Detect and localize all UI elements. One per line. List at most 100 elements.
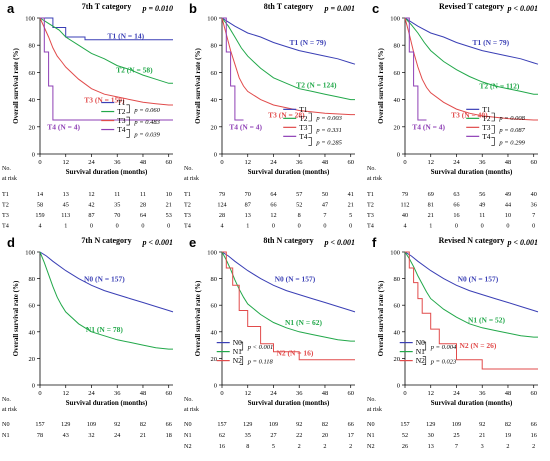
y-tick-label: 20 bbox=[29, 124, 36, 131]
risk-value: 109 bbox=[269, 421, 278, 428]
x-tick-label: 24 bbox=[453, 390, 460, 397]
risk-value: 8 bbox=[246, 443, 249, 450]
pairwise-p-value: p = 0.118 bbox=[247, 359, 274, 366]
risk-value: 21 bbox=[479, 432, 485, 439]
series-label-n1: N1 (N = 78) bbox=[86, 325, 123, 334]
series-line-t1 bbox=[40, 17, 173, 41]
x-tick-label: 48 bbox=[322, 390, 329, 397]
risk-value: 28 bbox=[219, 212, 225, 219]
pairwise-p-value: p = 0.285 bbox=[315, 139, 342, 146]
x-tick-label: 48 bbox=[505, 390, 512, 397]
risk-row-label: T2 bbox=[184, 202, 191, 209]
x-tick-label: 36 bbox=[114, 159, 121, 166]
panel-letter: a bbox=[7, 1, 15, 16]
series-line-n1 bbox=[221, 251, 355, 342]
risk-value: 129 bbox=[243, 421, 252, 428]
panel-letter: b bbox=[189, 1, 197, 16]
series-line-n1 bbox=[39, 251, 173, 350]
y-axis-label: Overall survival rate (%) bbox=[194, 280, 202, 356]
y-tick-label: 0 bbox=[32, 383, 35, 390]
risk-value: 45 bbox=[63, 202, 69, 209]
p-value: p < 0.001 bbox=[506, 4, 538, 13]
series-label-t2: T2 (N = 58) bbox=[116, 65, 153, 74]
legend-label: T2 bbox=[299, 114, 308, 123]
x-tick-label: 0 bbox=[220, 390, 223, 397]
y-tick-label: 100 bbox=[25, 16, 35, 23]
risk-value: 5 bbox=[349, 212, 352, 219]
risk-value: 35 bbox=[245, 432, 251, 439]
risk-header: at risk bbox=[367, 176, 382, 182]
comparison-bracket bbox=[126, 104, 130, 114]
x-tick-label: 0 bbox=[403, 159, 406, 166]
series-line-n0 bbox=[404, 251, 539, 313]
x-axis-label: Survival duration (months) bbox=[66, 168, 148, 176]
risk-value: 157 bbox=[400, 421, 409, 428]
p-value: p < 0.001 bbox=[323, 238, 355, 247]
risk-row-label: T4 bbox=[2, 223, 9, 230]
risk-value: 43 bbox=[63, 432, 69, 439]
risk-value: 4 bbox=[403, 223, 406, 230]
risk-value: 17 bbox=[348, 432, 354, 439]
risk-value: 30 bbox=[428, 432, 434, 439]
series-line-t1 bbox=[221, 17, 356, 65]
risk-value: 64 bbox=[140, 212, 146, 219]
comparison-bracket bbox=[308, 112, 312, 122]
y-tick-label: 100 bbox=[390, 250, 400, 257]
risk-value: 18 bbox=[166, 432, 172, 439]
p-value: p = 0.010 bbox=[141, 4, 173, 13]
comparison-bracket bbox=[239, 356, 244, 366]
x-tick-label: 36 bbox=[479, 159, 486, 166]
risk-value: 0 bbox=[167, 223, 170, 230]
risk-value: 0 bbox=[349, 223, 352, 230]
risk-value: 4 bbox=[220, 223, 223, 230]
comparison-bracket bbox=[491, 137, 495, 146]
x-tick-label: 24 bbox=[88, 390, 95, 397]
p-value: p < 0.001 bbox=[506, 238, 538, 247]
series-label-t2: T2 (N = 112) bbox=[479, 82, 519, 91]
pairwise-p-value: p = 0.483 bbox=[133, 119, 160, 126]
risk-value: 24 bbox=[114, 432, 120, 439]
risk-value: 92 bbox=[296, 421, 302, 428]
x-tick-label: 0 bbox=[220, 159, 223, 166]
risk-value: 157 bbox=[217, 421, 226, 428]
y-tick-label: 80 bbox=[394, 276, 401, 283]
risk-row-label: T4 bbox=[184, 223, 191, 230]
risk-value: 49 bbox=[505, 191, 511, 198]
risk-row-label: T3 bbox=[184, 212, 191, 219]
series-line-t1 bbox=[404, 17, 539, 65]
risk-value: 28 bbox=[140, 202, 146, 209]
legend-label: T4 bbox=[482, 132, 491, 141]
y-tick-label: 0 bbox=[397, 383, 400, 390]
x-tick-label: 12 bbox=[244, 390, 251, 397]
series-label-t1: T1 (N = 14) bbox=[108, 31, 145, 40]
risk-row-label: N0 bbox=[367, 421, 375, 428]
legend-label: N2 bbox=[416, 356, 425, 365]
risk-value: 21 bbox=[428, 212, 434, 219]
series-line-t3 bbox=[39, 17, 173, 106]
risk-value: 62 bbox=[219, 432, 225, 439]
risk-value: 109 bbox=[87, 421, 96, 428]
risk-header: No. bbox=[2, 397, 11, 403]
risk-value: 129 bbox=[426, 421, 435, 428]
y-tick-label: 100 bbox=[207, 250, 217, 257]
risk-row-label: N2 bbox=[184, 443, 192, 450]
series-label-n0: N0 (N = 157) bbox=[458, 274, 499, 283]
y-tick-label: 40 bbox=[211, 97, 218, 104]
risk-header: No. bbox=[184, 397, 193, 403]
y-axis-label: Overall survival rate (%) bbox=[194, 48, 202, 124]
y-tick-label: 0 bbox=[32, 152, 35, 159]
risk-value: 57 bbox=[296, 191, 302, 198]
series-label-t3: T3 (N = 40) bbox=[451, 110, 488, 119]
risk-row-label: T3 bbox=[2, 212, 9, 219]
risk-row-label: T3 bbox=[367, 212, 374, 219]
risk-header: No. bbox=[367, 166, 376, 172]
risk-row-label: T4 bbox=[367, 223, 374, 230]
risk-value: 0 bbox=[116, 223, 119, 230]
legend-label: N2 bbox=[233, 356, 242, 365]
risk-value: 66 bbox=[348, 421, 354, 428]
risk-value: 16 bbox=[453, 212, 459, 219]
y-tick-label: 60 bbox=[29, 303, 36, 310]
x-axis-label: Survival duration (months) bbox=[248, 168, 330, 176]
legend-label: T3 bbox=[299, 123, 308, 132]
risk-value: 21 bbox=[348, 202, 354, 209]
